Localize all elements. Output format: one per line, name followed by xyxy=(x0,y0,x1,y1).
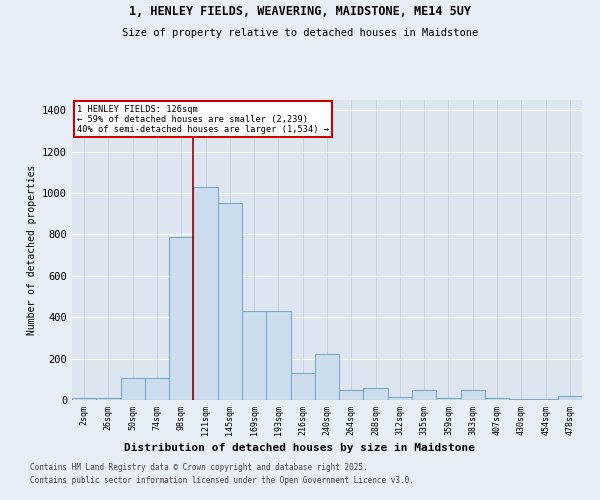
Bar xyxy=(509,399,533,400)
Bar xyxy=(218,204,242,400)
Text: Size of property relative to detached houses in Maidstone: Size of property relative to detached ho… xyxy=(122,28,478,38)
Bar xyxy=(364,388,388,400)
Bar xyxy=(121,378,145,400)
Bar xyxy=(412,390,436,400)
Bar xyxy=(388,397,412,400)
Bar xyxy=(193,187,218,400)
Bar xyxy=(485,398,509,400)
Bar xyxy=(96,398,121,400)
Bar xyxy=(339,390,364,400)
Text: 1 HENLEY FIELDS: 126sqm
← 59% of detached houses are smaller (2,239)
40% of semi: 1 HENLEY FIELDS: 126sqm ← 59% of detache… xyxy=(77,104,329,134)
Bar xyxy=(72,398,96,400)
Bar xyxy=(266,311,290,400)
Bar xyxy=(533,399,558,400)
Text: 1, HENLEY FIELDS, WEAVERING, MAIDSTONE, ME14 5UY: 1, HENLEY FIELDS, WEAVERING, MAIDSTONE, … xyxy=(129,5,471,18)
Bar xyxy=(290,373,315,400)
Y-axis label: Number of detached properties: Number of detached properties xyxy=(26,165,37,335)
Bar xyxy=(145,378,169,400)
Bar xyxy=(242,311,266,400)
Bar xyxy=(169,236,193,400)
Text: Contains public sector information licensed under the Open Government Licence v3: Contains public sector information licen… xyxy=(30,476,414,485)
Text: Distribution of detached houses by size in Maidstone: Distribution of detached houses by size … xyxy=(125,442,476,452)
Text: Contains HM Land Registry data © Crown copyright and database right 2025.: Contains HM Land Registry data © Crown c… xyxy=(30,464,368,472)
Bar xyxy=(315,354,339,400)
Bar xyxy=(461,390,485,400)
Bar xyxy=(558,396,582,400)
Bar xyxy=(436,398,461,400)
